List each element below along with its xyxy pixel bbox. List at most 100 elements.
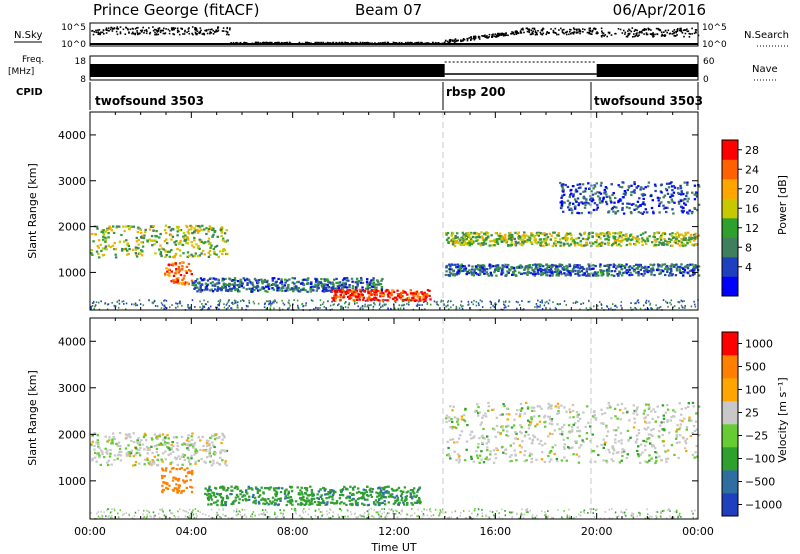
echo-cell [439, 308, 441, 310]
nsky-point [485, 36, 487, 38]
echo-cell [352, 288, 355, 292]
nsky-point [600, 35, 603, 38]
echo-cell [666, 266, 669, 270]
nsky-point [534, 30, 537, 32]
echo-cell [168, 272, 171, 275]
echo-cell [297, 306, 299, 309]
echo-cell [97, 445, 100, 448]
nsky-point [117, 28, 119, 30]
echo-cell [191, 283, 194, 287]
echo-cell [138, 299, 141, 302]
echo-cell [208, 448, 212, 451]
nsky-point [517, 32, 520, 35]
echo-cell [113, 242, 116, 245]
echo-cell [640, 240, 644, 243]
echo-cell [395, 298, 399, 301]
echo-cell [101, 238, 105, 241]
echo-cell [557, 232, 560, 235]
echo-cell [107, 244, 110, 247]
echo-cell [274, 498, 277, 501]
echo-cell [426, 303, 428, 305]
echo-cell [588, 300, 590, 303]
echo-cell [686, 200, 689, 203]
nsky-point [199, 27, 202, 29]
echo-cell [354, 300, 356, 303]
echo-cell [600, 303, 602, 305]
echo-cell [678, 233, 681, 236]
echo-cell [555, 265, 558, 268]
echo-cell [91, 253, 94, 256]
echo-cell [527, 267, 530, 270]
nsky-point [651, 34, 653, 36]
echo-cell [285, 287, 289, 290]
echo-cell [361, 305, 364, 307]
echo-cell [148, 238, 151, 241]
echo-cell [287, 307, 289, 310]
nsky-point [589, 29, 592, 32]
echo-cell [676, 231, 679, 234]
echo-cell [181, 463, 184, 466]
nsky-point [686, 30, 689, 33]
echo-cell [682, 234, 685, 237]
echo-cell [127, 444, 130, 447]
echo-cell [675, 235, 678, 238]
echo-cell [357, 295, 360, 298]
nsky-point [443, 41, 446, 44]
nsky-point [135, 27, 138, 29]
echo-cell [535, 231, 539, 234]
echo-cell [239, 493, 242, 496]
echo-cell [660, 201, 663, 204]
echo-cell [665, 182, 669, 185]
echo-cell [190, 241, 193, 244]
echo-cell [622, 192, 625, 195]
echo-cell [362, 494, 365, 497]
echo-cell [277, 497, 280, 501]
echo-cell [627, 266, 631, 269]
nsky-point [460, 39, 462, 41]
nsky-point [191, 32, 193, 35]
echo-cell [499, 235, 502, 238]
echo-cell [508, 300, 510, 303]
echo-cell [605, 195, 608, 198]
echo-cell [646, 270, 649, 273]
echo-cell [690, 305, 693, 308]
echo-cell [496, 264, 500, 267]
echo-cell [649, 194, 652, 198]
echo-cell [213, 284, 217, 287]
echo-cell [576, 272, 580, 275]
echo-cell [313, 500, 317, 504]
echo-cell [195, 224, 198, 227]
echo-cell [697, 265, 701, 268]
echo-cell [155, 450, 158, 454]
nsky-point [215, 29, 217, 31]
echo-cell [650, 267, 654, 270]
echo-cell [526, 266, 529, 269]
echo-cell [674, 274, 678, 277]
echo-cell [424, 295, 428, 298]
echo-cell [261, 282, 264, 285]
echo-cell [178, 229, 181, 232]
echo-cell [256, 284, 259, 287]
echo-cell [339, 305, 342, 308]
echo-cell [399, 307, 402, 310]
echo-cell [174, 272, 177, 275]
echo-cell [149, 460, 152, 463]
echo-cell [178, 249, 182, 252]
echo-cell [376, 501, 379, 504]
nsky-point [680, 30, 683, 33]
echo-cell [545, 267, 549, 270]
echo-cell [675, 263, 678, 266]
echo-cell [481, 237, 485, 240]
echo-cell [156, 305, 159, 308]
echo-cell [211, 441, 214, 444]
echo-cell [215, 244, 219, 248]
echo-cell [358, 288, 361, 291]
nsky-point [664, 34, 667, 37]
echo-cell [331, 489, 334, 492]
echo-cell [316, 280, 320, 283]
nsky-point [545, 33, 548, 36]
echo-cell [460, 241, 464, 244]
echo-cell [458, 264, 461, 267]
echo-cell [659, 238, 663, 241]
